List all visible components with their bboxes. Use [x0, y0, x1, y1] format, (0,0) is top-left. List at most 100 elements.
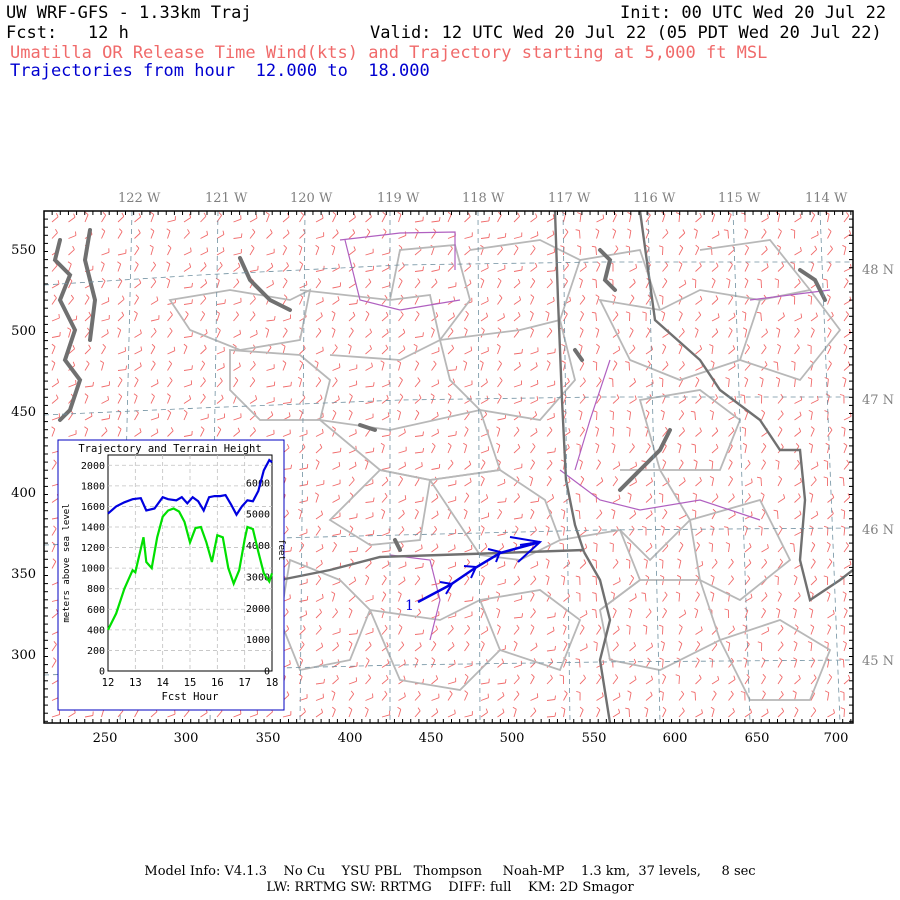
lon-label: 121 W [205, 191, 248, 206]
county-boundaries [98, 239, 842, 701]
inset-x-tick: 13 [129, 677, 142, 689]
init-time: Init: 00 UTC Wed 20 Jul 22 [620, 3, 887, 23]
x-grid-label: 400 [338, 731, 363, 746]
model-diffusion-text: LW: RRTMG SW: RRTMG DIFF: full KM: 2D Sm… [266, 880, 634, 895]
y-grid-label: 300 [11, 648, 36, 663]
inset-left-tick: 1000 [81, 564, 105, 575]
lon-label: 118 W [462, 191, 505, 206]
trajectory-number: 1 [405, 598, 414, 614]
inset-x-tick: 12 [102, 677, 115, 689]
model-info-line1: Model Info: V4.1.3 No Cu YSU PBL Thompso… [0, 864, 900, 880]
lon-label: 115 W [718, 191, 761, 206]
inset-left-tick: 1400 [81, 523, 105, 534]
lat-label: 47 N [862, 393, 894, 408]
lat-label: 46 N [862, 523, 894, 538]
inset-grid [108, 455, 272, 671]
lat-label: 45 N [862, 654, 894, 669]
inset-right-tick: 3000 [246, 572, 270, 583]
trajectory-range: Trajectories from hour 12.000 to 18.000 [10, 62, 430, 80]
or-wa-border [279, 548, 585, 582]
coastline [52, 228, 827, 552]
model-info-text: Model Info: V4.1.3 No Cu YSU PBL Thompso… [144, 864, 756, 879]
x-grid-label: 250 [93, 731, 118, 746]
x-grid-label: 600 [663, 731, 688, 746]
frame-ticks [43, 210, 853, 723]
inset-title: Trajectory and Terrain Height [78, 443, 261, 455]
x-grid-label: 650 [745, 731, 770, 746]
y-grid-label: 550 [11, 243, 36, 258]
inset-left-tick: 800 [87, 584, 105, 595]
map-frame [43, 210, 854, 724]
inset-left-tick: 400 [87, 625, 105, 636]
x-grid-label: 300 [174, 731, 199, 746]
inset-right-tick: 5000 [246, 510, 270, 521]
longitude-labels: 122 W 121 W 120 W 119 W 118 W 117 W 116 … [118, 191, 848, 206]
y-grid-label: 500 [11, 324, 36, 339]
inset-series [107, 458, 274, 631]
inset-x-axis: 12 13 14 15 16 17 18 [102, 677, 279, 689]
lon-label: 114 W [805, 191, 848, 206]
inset-right-tick: 2000 [246, 604, 270, 615]
inset-chart: Trajectory and Terrain Height 2000180016… [57, 439, 286, 711]
x-grid-labels: 250 300 350 400 450 500 550 600 650 700 [93, 731, 849, 746]
valid-time: Valid: 12 UTC Wed 20 Jul 22 (05 PDT Wed … [370, 23, 882, 43]
x-grid-label: 700 [824, 731, 849, 746]
x-grid-label: 350 [256, 731, 281, 746]
lon-label: 116 W [633, 191, 676, 206]
inset-x-tick: 15 [184, 677, 197, 689]
inset-right-tick: 1000 [246, 635, 270, 646]
trajectory-range-label: Trajectories from hour [10, 61, 236, 81]
graticule [44, 211, 853, 723]
or-id-border [582, 551, 612, 723]
lat-label: 48 N [862, 263, 894, 278]
forecast-value: 12 h [87, 23, 129, 43]
inset-left-label: meters above sea level [62, 503, 72, 622]
latitude-labels: 48 N 47 N 46 N 45 N [862, 263, 894, 669]
trajectory-end-hour: 18.000 [368, 61, 430, 81]
y-grid-label: 350 [11, 567, 36, 582]
inset-right-label: feet [276, 539, 286, 561]
inset-x-tick: 14 [156, 677, 169, 689]
trajectory-arrowheads [439, 536, 543, 595]
rivers [339, 231, 831, 641]
inset-left-tick: 600 [87, 605, 105, 616]
inset-x-tick: 18 [266, 677, 279, 689]
inset-right-tick: 6000 [246, 478, 270, 489]
lon-label: 119 W [377, 191, 420, 206]
map-subtitle: Umatilla OR Release Time Wind(kts) and T… [10, 43, 768, 63]
map-title: UW WRF-GFS - 1.33km Traj [6, 3, 252, 23]
x-grid-label: 500 [500, 731, 525, 746]
inset-left-tick: 1600 [81, 502, 105, 513]
model-info-line2: LW: RRTMG SW: RRTMG DIFF: full KM: 2D Sm… [0, 880, 900, 896]
inset-left-tick: 200 [87, 646, 105, 657]
inset-x-tick: 17 [238, 677, 251, 689]
forecast-hour: Fcst: 12 h [6, 24, 129, 42]
inset-frame [57, 439, 285, 711]
inset-right-tick: 0 [264, 667, 270, 678]
inset-left-tick: 2000 [81, 461, 105, 472]
id-mt-border [638, 211, 853, 602]
y-grid-label: 450 [11, 405, 36, 420]
x-grid-label: 550 [582, 731, 607, 746]
inset-left-tick: 0 [99, 667, 105, 678]
inset-left-tick: 1200 [81, 543, 105, 554]
lon-label: 120 W [290, 191, 333, 206]
lon-label: 122 W [118, 191, 161, 206]
y-grid-label: 400 [11, 486, 36, 501]
lon-label: 117 W [548, 191, 591, 206]
trajectory-range-to: to [327, 61, 348, 81]
wa-id-border [553, 211, 586, 553]
y-grid-labels: 550 500 450 400 350 300 [11, 243, 36, 663]
trajectory: 1 [405, 536, 543, 614]
inset-x-label: Fcst Hour [162, 691, 219, 703]
forecast-label: Fcst: [6, 23, 58, 43]
state-boundaries [279, 211, 853, 723]
terrain-line [107, 507, 274, 631]
trajectory-start-hour: 12.000 [255, 61, 318, 81]
x-grid-label: 450 [419, 731, 444, 746]
inset-x-tick: 16 [211, 677, 224, 689]
inset-left-tick: 1800 [81, 481, 105, 492]
trajectory-line [107, 458, 273, 517]
